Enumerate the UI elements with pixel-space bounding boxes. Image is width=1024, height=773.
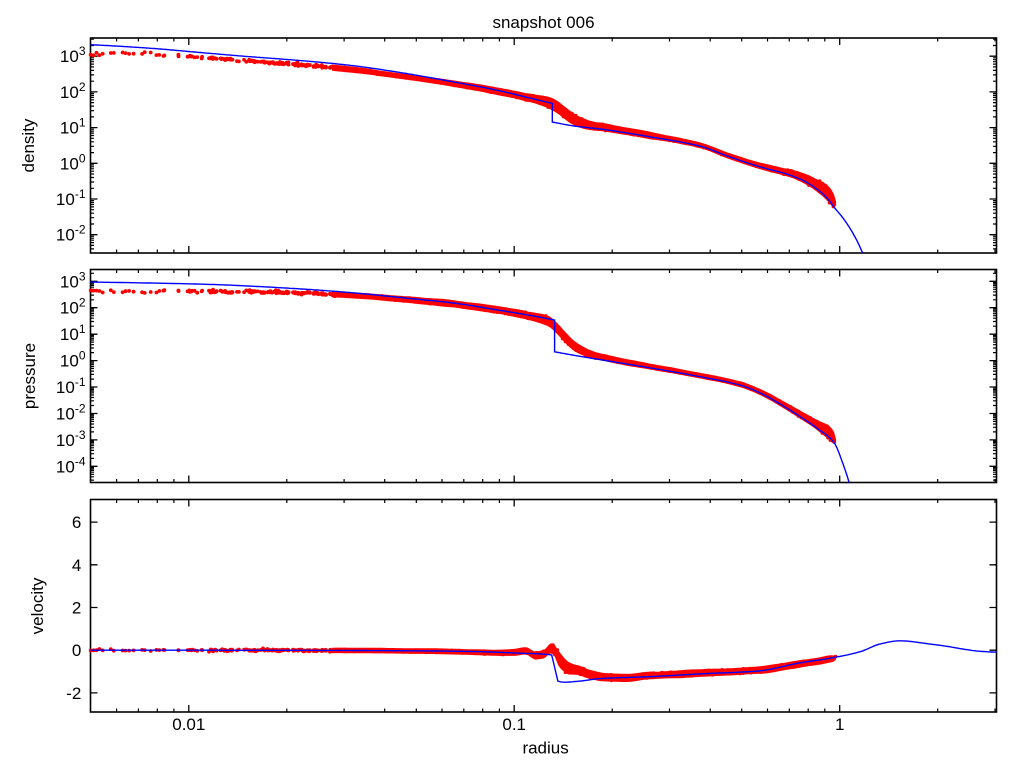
svg-text:1: 1 [835,715,844,734]
svg-text:-2: -2 [66,684,81,703]
svg-text:radius: radius [522,739,568,758]
svg-text:0.01: 0.01 [172,715,205,734]
svg-text:pressure: pressure [20,343,39,409]
svg-text:0: 0 [72,641,81,660]
svg-text:2: 2 [72,599,81,618]
svg-text:6: 6 [72,513,81,532]
svg-text:0.1: 0.1 [502,715,526,734]
svg-text:4: 4 [72,556,81,575]
svg-text:snapshot 006: snapshot 006 [492,13,594,32]
svg-text:velocity: velocity [28,577,47,634]
svg-text:density: density [19,118,38,172]
